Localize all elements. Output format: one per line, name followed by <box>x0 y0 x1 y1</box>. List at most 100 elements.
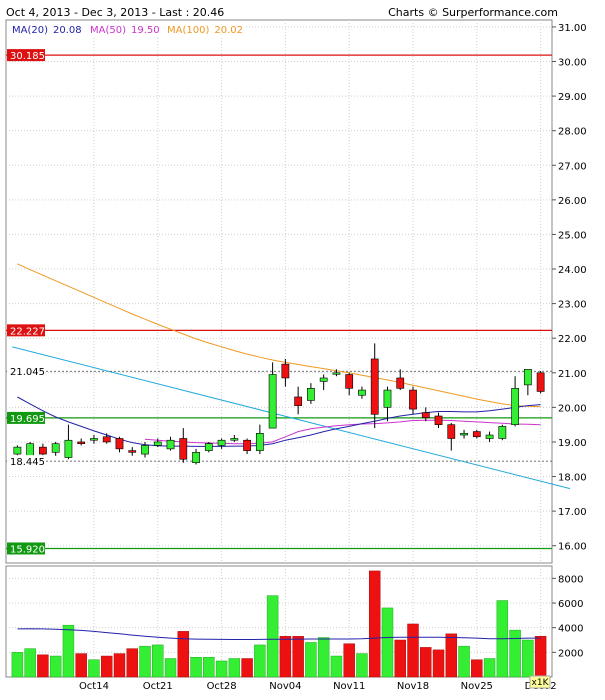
volume-bar <box>266 595 279 678</box>
candle-body <box>383 389 392 408</box>
volume-bar <box>190 657 202 678</box>
candle-body <box>319 377 328 382</box>
candle <box>192 448 200 465</box>
price-tick-label: 30.00 <box>558 58 587 69</box>
candle-body <box>255 433 264 451</box>
candle <box>217 438 226 449</box>
volume-bar <box>113 653 126 678</box>
ma50-line <box>144 419 541 445</box>
candle <box>511 376 519 427</box>
candle-body <box>51 443 60 453</box>
date-tick-label: Nov25 <box>461 681 493 692</box>
price-level-label-box <box>7 324 45 337</box>
volume-bar <box>420 647 432 678</box>
candle-body <box>472 431 481 438</box>
price-level-label: 19.695 <box>7 411 45 425</box>
candle-body <box>536 372 545 392</box>
price-level-label-box <box>7 49 45 62</box>
candle <box>421 407 430 422</box>
volume-bar <box>11 652 24 678</box>
volume-bar <box>292 636 304 678</box>
volume-bar <box>305 642 317 678</box>
candle <box>166 436 175 451</box>
price-level-label: 18.445 <box>7 455 45 468</box>
price-level-label: 15.920 <box>7 542 45 555</box>
volume-bar <box>152 644 164 678</box>
volume-bar <box>509 629 521 678</box>
candle-body <box>307 388 315 401</box>
candle <box>523 369 532 396</box>
volume-bar <box>522 639 534 678</box>
candle-body <box>370 358 379 415</box>
candle <box>128 447 137 456</box>
candle-body <box>332 372 341 375</box>
candle-body <box>358 389 366 396</box>
candle <box>536 371 545 394</box>
price-level-label-text: 15.920 <box>10 544 45 555</box>
volume-panel <box>5 565 553 678</box>
legend-ma20: MA(20) 20.08 <box>12 25 82 36</box>
candle-body <box>281 363 290 379</box>
price-tick-label: 18.00 <box>558 473 587 484</box>
candle <box>345 372 354 396</box>
indicator-lines <box>12 263 571 490</box>
candle <box>460 429 468 439</box>
date-tick-label: Oct21 <box>143 681 173 692</box>
price-level-label-text: 22.227 <box>10 326 45 337</box>
price-level-label-box <box>7 455 45 468</box>
candle-body <box>523 369 532 386</box>
volume-bar <box>432 649 445 678</box>
price-levels <box>6 54 552 550</box>
volume-unit-box <box>529 675 551 689</box>
candle-body <box>345 374 354 389</box>
volume-tick-label: 6000 <box>558 599 583 610</box>
candle-body <box>243 439 251 451</box>
price-tick-label: 17.00 <box>558 507 587 518</box>
volume-bar <box>203 657 215 678</box>
candle <box>141 441 149 458</box>
candle <box>498 424 507 441</box>
candle-body <box>90 438 98 441</box>
candle <box>39 443 47 456</box>
candle <box>485 431 494 442</box>
price-tick-label: 23.00 <box>558 300 587 311</box>
candle-body <box>13 446 22 455</box>
volume-bar <box>458 645 470 678</box>
price-level-label-text: 21.045 <box>10 367 45 378</box>
price-tick-label: 25.00 <box>558 230 587 241</box>
candle-body <box>115 438 124 450</box>
volume-bar <box>279 636 292 678</box>
volume-bar <box>228 658 241 678</box>
candle <box>396 369 405 391</box>
price-level-label-text: 30.185 <box>10 51 45 62</box>
candle-body <box>434 415 443 425</box>
candle-body <box>141 445 149 455</box>
candle-body <box>192 452 200 464</box>
volume-bars <box>11 570 547 678</box>
candle-body <box>26 443 35 457</box>
volume-bar <box>164 658 177 678</box>
volume-unit-label: x1K <box>532 678 550 688</box>
candle-body <box>39 446 47 455</box>
candle-body <box>128 450 137 453</box>
volume-bar <box>215 660 228 678</box>
legend-ma100: MA(100) 20.02 <box>167 25 243 36</box>
date-tick-label: Nov18 <box>397 681 429 692</box>
candle <box>255 424 264 455</box>
volume-bar <box>445 633 458 678</box>
candle-body <box>396 377 405 389</box>
candle <box>472 429 481 439</box>
volume-bar <box>330 655 343 678</box>
price-level-labels: 30.185 22.227 21.045 19.695 18.445 15.920 <box>7 49 45 555</box>
candle <box>102 433 111 444</box>
volume-bar <box>317 637 330 678</box>
candles <box>13 343 545 465</box>
ma20-line <box>17 396 541 447</box>
candle-body <box>230 438 239 441</box>
ma100-line <box>17 263 541 408</box>
price-tick-label: 26.00 <box>558 196 587 207</box>
volume-tick-label: 8000 <box>558 574 583 585</box>
candle <box>204 441 213 453</box>
price-level-label-text: 18.445 <box>10 457 45 468</box>
